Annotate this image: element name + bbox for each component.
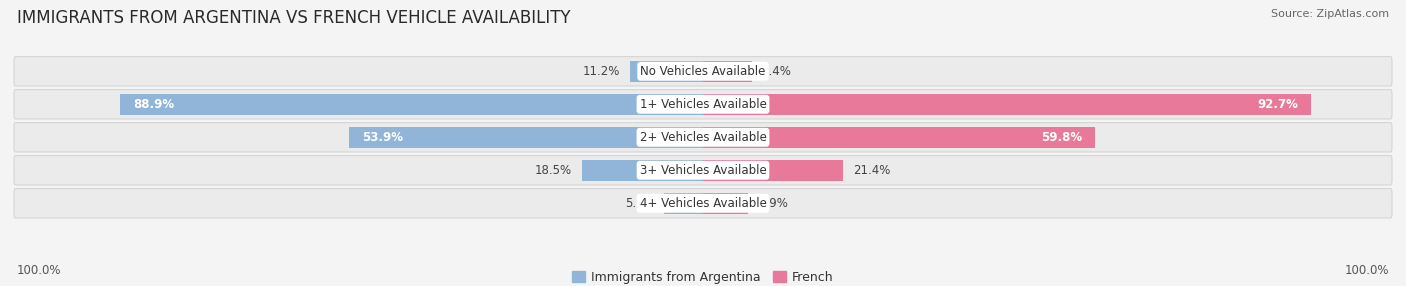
Text: 21.4%: 21.4% <box>853 164 890 177</box>
FancyBboxPatch shape <box>14 90 1392 119</box>
Bar <box>703 193 748 214</box>
Text: 4+ Vehicles Available: 4+ Vehicles Available <box>640 197 766 210</box>
Text: 100.0%: 100.0% <box>17 265 62 277</box>
FancyBboxPatch shape <box>14 156 1392 185</box>
Bar <box>703 94 1312 114</box>
Text: 59.8%: 59.8% <box>1040 131 1083 144</box>
Text: 6.9%: 6.9% <box>758 197 787 210</box>
Text: 92.7%: 92.7% <box>1257 98 1298 111</box>
Text: 100.0%: 100.0% <box>1344 265 1389 277</box>
Text: 1+ Vehicles Available: 1+ Vehicles Available <box>640 98 766 111</box>
Text: 11.2%: 11.2% <box>582 65 620 78</box>
Bar <box>582 160 703 180</box>
Bar <box>703 160 844 180</box>
FancyBboxPatch shape <box>14 123 1392 152</box>
Text: 5.9%: 5.9% <box>624 197 654 210</box>
Bar <box>630 61 703 82</box>
Text: IMMIGRANTS FROM ARGENTINA VS FRENCH VEHICLE AVAILABILITY: IMMIGRANTS FROM ARGENTINA VS FRENCH VEHI… <box>17 9 571 27</box>
Text: 2+ Vehicles Available: 2+ Vehicles Available <box>640 131 766 144</box>
FancyBboxPatch shape <box>14 188 1392 218</box>
Bar <box>349 127 703 148</box>
Text: No Vehicles Available: No Vehicles Available <box>640 65 766 78</box>
Legend: Immigrants from Argentina, French: Immigrants from Argentina, French <box>568 266 838 286</box>
Text: 53.9%: 53.9% <box>363 131 404 144</box>
Text: Source: ZipAtlas.com: Source: ZipAtlas.com <box>1271 9 1389 19</box>
Text: 7.4%: 7.4% <box>762 65 792 78</box>
Text: 3+ Vehicles Available: 3+ Vehicles Available <box>640 164 766 177</box>
Bar <box>703 61 752 82</box>
Bar <box>664 193 703 214</box>
Bar <box>120 94 703 114</box>
Bar <box>703 127 1095 148</box>
Text: 88.9%: 88.9% <box>132 98 174 111</box>
FancyBboxPatch shape <box>14 57 1392 86</box>
Text: 18.5%: 18.5% <box>534 164 572 177</box>
